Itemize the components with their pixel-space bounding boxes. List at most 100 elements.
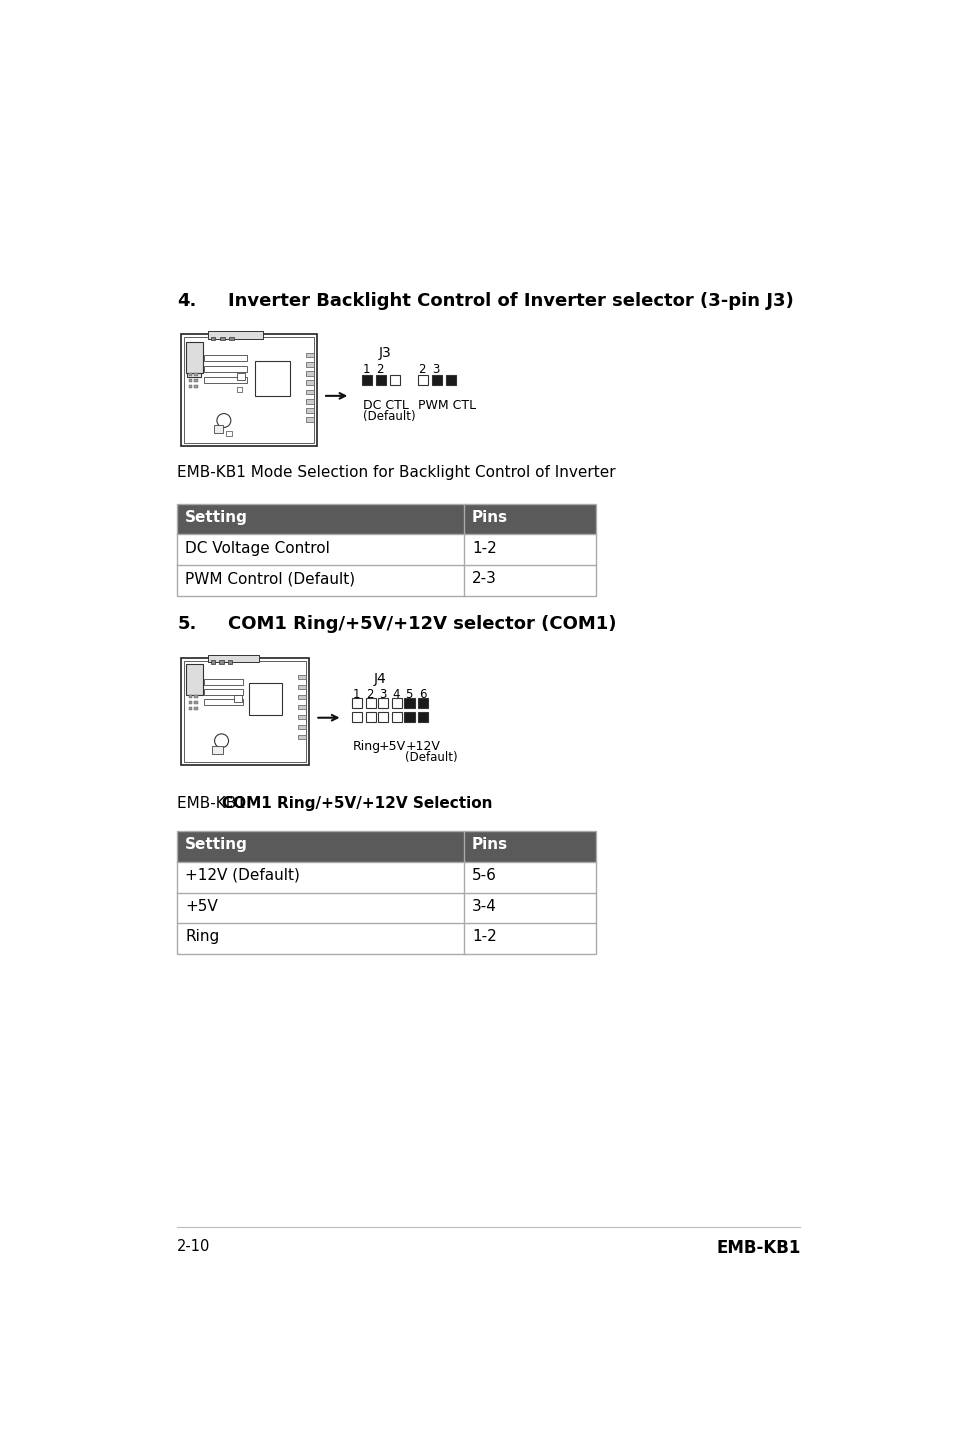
Text: J3: J3 xyxy=(378,345,392,360)
Bar xyxy=(177,893,596,923)
Text: 2: 2 xyxy=(418,362,425,375)
Bar xyxy=(213,426,223,433)
Bar xyxy=(306,362,314,367)
Bar xyxy=(390,375,399,385)
Bar xyxy=(189,380,192,383)
Text: 5-6: 5-6 xyxy=(472,869,497,883)
Bar xyxy=(298,695,306,699)
Bar xyxy=(306,371,314,375)
Bar xyxy=(236,387,242,393)
Bar xyxy=(189,385,192,388)
Bar xyxy=(392,712,402,722)
Bar xyxy=(417,375,427,385)
Text: EMB-KB1: EMB-KB1 xyxy=(177,797,251,811)
Bar xyxy=(306,352,314,358)
Bar xyxy=(184,338,314,443)
Bar xyxy=(177,831,596,861)
Bar xyxy=(177,861,596,893)
Text: 3-4: 3-4 xyxy=(472,899,497,913)
Bar xyxy=(177,831,596,953)
Bar xyxy=(204,679,243,684)
Bar xyxy=(220,336,224,341)
Bar xyxy=(306,408,314,413)
Text: 3: 3 xyxy=(378,689,386,702)
Circle shape xyxy=(214,733,229,748)
Bar xyxy=(189,700,192,703)
Bar xyxy=(194,380,197,383)
Bar xyxy=(236,372,245,381)
Bar xyxy=(187,349,201,377)
Bar xyxy=(177,503,596,535)
Text: Pins: Pins xyxy=(472,837,507,853)
Text: +5V: +5V xyxy=(378,741,406,754)
Bar xyxy=(392,699,402,709)
Bar xyxy=(352,699,361,709)
Bar xyxy=(298,715,306,719)
Text: Pins: Pins xyxy=(472,510,507,525)
Text: J4: J4 xyxy=(373,672,386,686)
Bar xyxy=(254,361,290,395)
Bar xyxy=(404,712,415,722)
Bar xyxy=(186,664,203,695)
Bar xyxy=(186,342,203,372)
Text: EMB-KB1: EMB-KB1 xyxy=(716,1240,800,1257)
Bar xyxy=(219,660,224,664)
Bar xyxy=(181,334,316,446)
Text: Setting: Setting xyxy=(185,510,248,525)
Text: 1-2: 1-2 xyxy=(472,541,497,555)
Bar xyxy=(233,695,241,702)
Text: EMB-KB1 Mode Selection for Backlight Control of Inverter: EMB-KB1 Mode Selection for Backlight Con… xyxy=(177,464,616,480)
Bar xyxy=(194,372,197,375)
Bar xyxy=(298,705,306,709)
Text: PWM Control (Default): PWM Control (Default) xyxy=(185,571,355,587)
Text: (Default): (Default) xyxy=(405,751,457,764)
Text: PWM CTL: PWM CTL xyxy=(418,398,476,411)
Text: 2: 2 xyxy=(376,362,384,375)
Bar xyxy=(352,712,361,722)
Bar xyxy=(365,712,375,722)
Text: +12V (Default): +12V (Default) xyxy=(185,869,299,883)
Bar xyxy=(181,657,309,765)
Bar xyxy=(177,923,596,953)
Bar xyxy=(375,375,385,385)
Bar xyxy=(208,331,262,339)
Bar xyxy=(377,699,388,709)
Bar xyxy=(306,390,314,394)
Text: DC Voltage Control: DC Voltage Control xyxy=(185,541,330,555)
Bar xyxy=(298,684,306,689)
Text: 1: 1 xyxy=(353,689,359,702)
Bar xyxy=(212,746,223,754)
Text: 3: 3 xyxy=(432,362,439,375)
Text: 2-3: 2-3 xyxy=(472,571,497,587)
Bar xyxy=(194,695,197,697)
Text: +12V: +12V xyxy=(405,741,439,754)
Bar xyxy=(226,430,233,436)
Text: 5: 5 xyxy=(405,689,412,702)
Text: 5.: 5. xyxy=(177,615,196,633)
Bar xyxy=(306,417,314,421)
Bar xyxy=(204,365,247,372)
Bar xyxy=(377,712,388,722)
Bar xyxy=(177,503,596,597)
Bar xyxy=(404,699,415,709)
Bar xyxy=(194,700,197,703)
Text: +5V: +5V xyxy=(185,899,217,913)
Bar xyxy=(211,660,215,664)
Circle shape xyxy=(216,414,231,427)
Bar xyxy=(418,699,428,709)
Bar xyxy=(194,707,197,710)
Bar xyxy=(208,654,258,663)
Bar xyxy=(177,565,596,597)
Bar xyxy=(229,336,233,341)
Text: 2-10: 2-10 xyxy=(177,1240,211,1254)
Text: 4.: 4. xyxy=(177,292,196,311)
Bar xyxy=(445,375,456,385)
Text: Ring: Ring xyxy=(185,929,219,945)
Bar xyxy=(177,535,596,565)
Bar xyxy=(204,689,243,695)
Text: Ring: Ring xyxy=(353,741,380,754)
Text: DC CTL: DC CTL xyxy=(362,398,408,411)
Text: 2: 2 xyxy=(366,689,374,702)
Bar xyxy=(204,377,247,383)
Bar xyxy=(298,735,306,739)
